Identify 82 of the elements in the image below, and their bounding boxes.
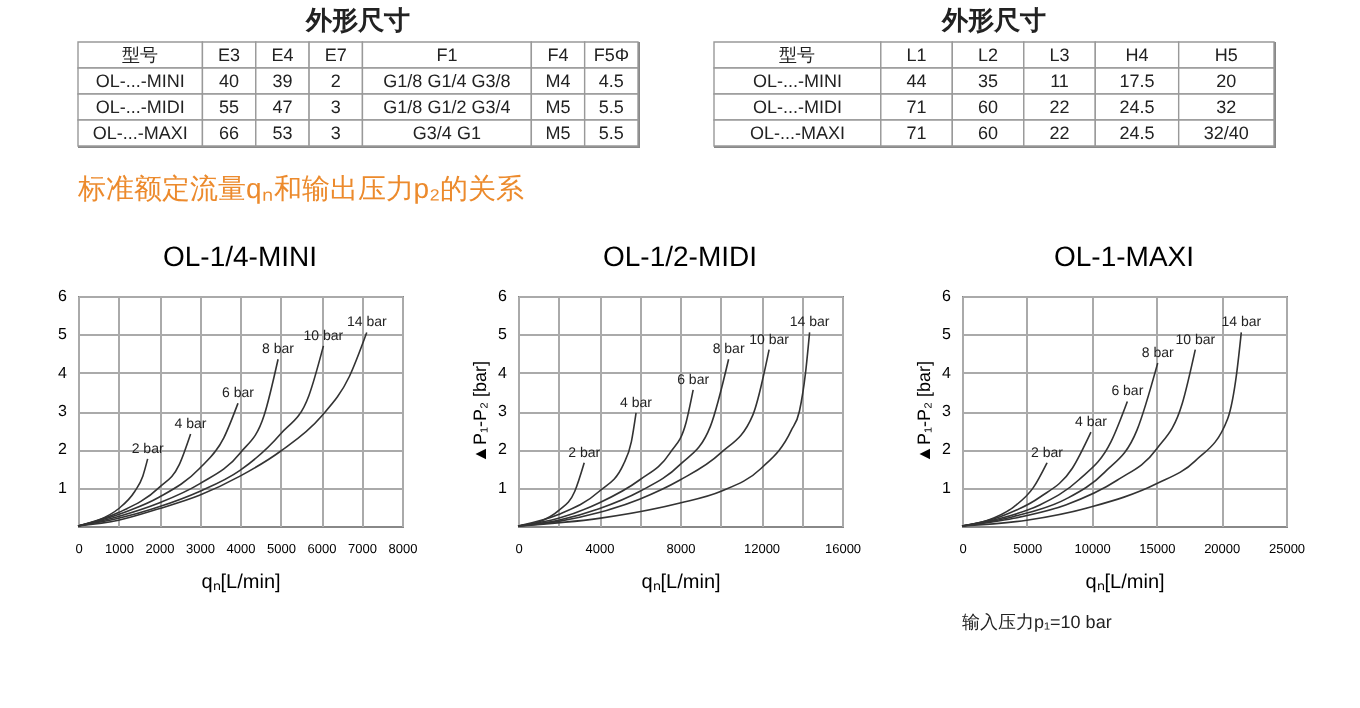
y-tick-label: 2 <box>498 440 509 459</box>
text: 2 <box>330 71 341 91</box>
y-tick-label: 3 <box>498 402 509 420</box>
text: 60 <box>978 123 999 143</box>
text: 71 <box>906 97 927 117</box>
category-label: L3 <box>1049 45 1070 65</box>
text: G1/8 G1/2 G3/4 <box>383 97 511 117</box>
y-tick-label: 5 <box>498 325 509 344</box>
text: 66 <box>219 123 240 143</box>
y-tick-label: 6 <box>58 287 69 305</box>
y-tick-label: 6 <box>498 287 509 305</box>
text: 22 <box>1049 97 1070 117</box>
chart-title: OL-1/2-MIDI <box>602 240 758 272</box>
y-tick-label: 1 <box>498 478 509 497</box>
text: OL-...-MIDI <box>752 97 842 117</box>
text: M5 <box>545 123 571 143</box>
text: OL-...-MINI <box>752 71 842 91</box>
category-label: F4 <box>547 45 569 65</box>
text: 标准额定流量qₙ和输出压力p₂的关系 <box>76 172 525 204</box>
text: OL-...-MAXI <box>749 123 845 143</box>
text: 24.5 <box>1119 123 1155 143</box>
y-tick-label: 4 <box>498 363 509 382</box>
category-label: E4 <box>271 45 294 65</box>
text: 32 <box>1216 97 1237 117</box>
text: 55 <box>219 97 240 117</box>
category-label: H4 <box>1125 45 1149 65</box>
category-label: L2 <box>978 45 999 65</box>
y-tick-label: 3 <box>942 402 953 420</box>
category-label: F1 <box>436 45 458 65</box>
text: 输入压力p₁=10 bar <box>962 612 1112 632</box>
text: 4.5 <box>598 71 624 91</box>
y-tick-label: 5 <box>58 325 69 344</box>
y-axis-title: ▲P₁-P₂ [bar] <box>914 361 935 463</box>
y-tick-label: 1 <box>942 478 953 497</box>
text: 40 <box>219 71 240 91</box>
text: G1/8 G1/4 G3/8 <box>383 71 511 91</box>
category-label: F5Φ <box>593 45 630 65</box>
y-tick-label: 5 <box>942 325 953 344</box>
x-axis-title: qₙ[L/min] <box>1085 572 1166 594</box>
text: 53 <box>272 123 293 143</box>
text: G3/4 G1 <box>412 123 481 143</box>
text: 5.5 <box>598 123 624 143</box>
text: OL-...-MAXI <box>92 123 188 143</box>
text: 22 <box>1049 123 1070 143</box>
text: 3 <box>330 123 341 143</box>
text: 17.5 <box>1119 71 1155 91</box>
y-tick-label: 4 <box>58 363 69 382</box>
text: M4 <box>545 71 571 91</box>
text: 5.5 <box>598 97 624 117</box>
text: 32/40 <box>1203 123 1249 143</box>
text: 47 <box>272 97 293 117</box>
y-tick-label: 4 <box>942 363 953 382</box>
category-label: H5 <box>1214 45 1238 65</box>
text: 39 <box>272 71 293 91</box>
text: 20 <box>1216 71 1237 91</box>
text: 71 <box>906 123 927 143</box>
category-label: E3 <box>218 45 241 65</box>
y-tick-label: 2 <box>942 440 953 459</box>
y-tick-label: 6 <box>942 287 953 305</box>
x-axis-title: qₙ[L/min] <box>641 572 722 594</box>
y-tick-label: 3 <box>58 402 69 420</box>
text: 11 <box>1050 71 1069 91</box>
text: 35 <box>978 71 999 91</box>
text: 外形尺寸 <box>304 5 410 36</box>
category-label: 型号 <box>122 45 159 65</box>
text: 44 <box>906 71 927 91</box>
text: OL-...-MINI <box>95 71 185 91</box>
y-axis-title: ▲P₁-P₂ [bar] <box>470 361 491 463</box>
y-tick-label: 2 <box>58 440 69 459</box>
y-tick-label: 1 <box>58 478 69 497</box>
chart-title: OL-1-MAXI <box>1053 240 1195 272</box>
text: OL-...-MIDI <box>95 97 185 117</box>
x-axis-title: qₙ[L/min] <box>201 572 282 594</box>
text: 3 <box>330 97 341 117</box>
category-label: E7 <box>324 45 347 65</box>
text: 24.5 <box>1119 97 1155 117</box>
text: M5 <box>545 97 571 117</box>
category-label: L1 <box>906 45 927 65</box>
text: 60 <box>978 97 999 117</box>
category-label: 型号 <box>779 45 816 65</box>
chart-title: OL-1/4-MINI <box>162 240 318 272</box>
text: 外形尺寸 <box>940 5 1046 36</box>
